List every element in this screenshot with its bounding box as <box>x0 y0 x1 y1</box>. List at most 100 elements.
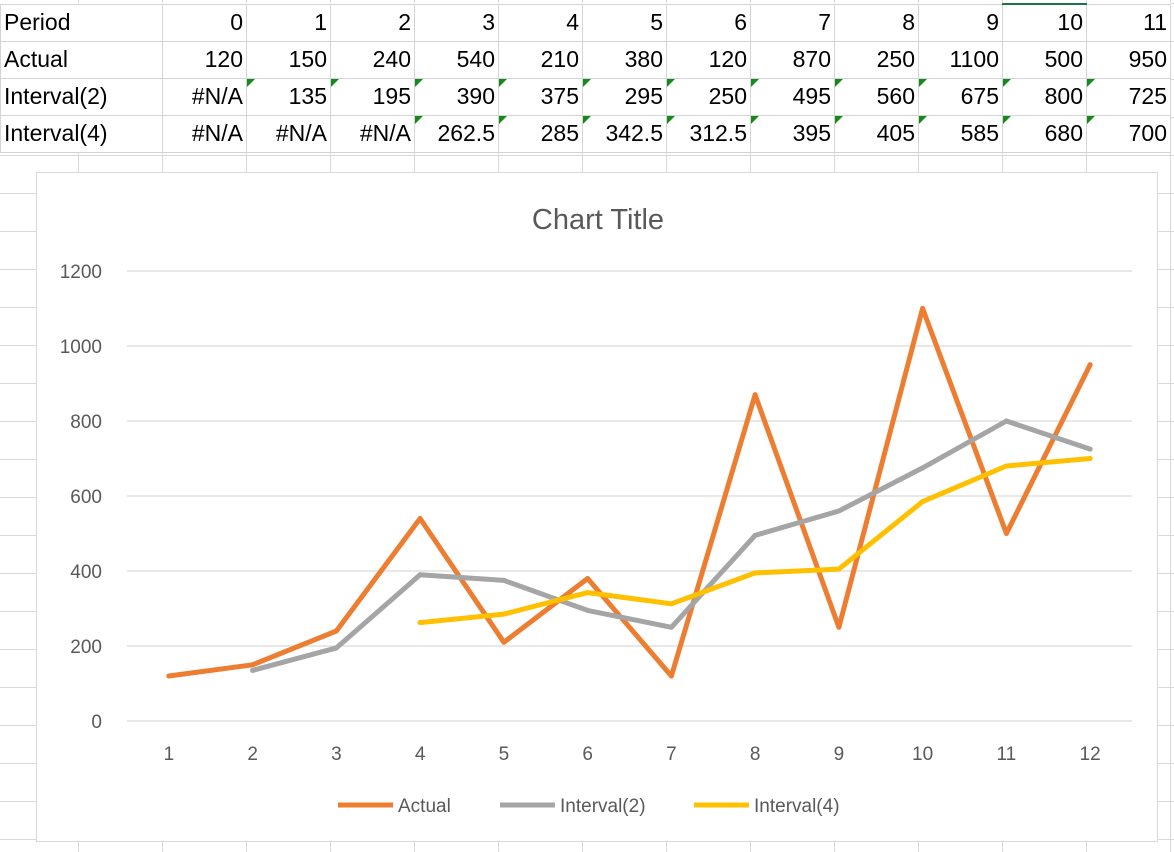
table-cell[interactable]: 870 <box>750 40 835 79</box>
table-cell[interactable]: 295 <box>582 77 667 116</box>
data-point <box>668 673 674 679</box>
data-point <box>752 392 758 398</box>
table-cell[interactable]: 500 <box>1002 40 1087 79</box>
table-cell[interactable]: 9 <box>918 3 1003 42</box>
table-cell[interactable]: 10 <box>1002 3 1087 42</box>
table-cell[interactable]: 8 <box>834 3 919 42</box>
error-indicator-icon <box>667 79 675 87</box>
data-point <box>585 576 591 581</box>
data-point <box>501 639 507 645</box>
table-cell[interactable]: 195 <box>330 77 415 116</box>
x-tick-label: 4 <box>415 744 426 765</box>
table-cell[interactable]: 6 <box>666 3 751 42</box>
legend-item[interactable]: Actual <box>338 796 451 817</box>
cell-value: 8 <box>902 9 915 35</box>
data-point <box>1003 531 1009 536</box>
cell-value: 495 <box>792 83 831 109</box>
data-point <box>250 662 256 668</box>
table-cell[interactable]: 675 <box>918 77 1003 116</box>
table-cell[interactable]: 250 <box>666 77 751 116</box>
series-line-actual[interactable] <box>166 306 1093 679</box>
table-cell[interactable]: 0 <box>162 3 247 42</box>
table-cell[interactable]: 7 <box>750 3 835 42</box>
table-cell[interactable]: 210 <box>498 40 583 79</box>
y-tick-label: 1200 <box>60 262 102 283</box>
y-tick-label: 200 <box>70 637 102 658</box>
data-point <box>920 465 926 471</box>
cell-value: 312.5 <box>689 120 747 146</box>
table-cell[interactable]: 285 <box>498 114 583 153</box>
cell-value: 10 <box>1057 9 1083 36</box>
table-cell[interactable]: 560 <box>834 77 919 116</box>
table-cell[interactable]: 120 <box>162 40 247 79</box>
table-cell[interactable]: #N/A <box>330 114 415 153</box>
error-indicator-icon <box>499 79 507 87</box>
table-cell[interactable]: 1 <box>246 3 331 42</box>
cell-value: 3 <box>482 9 495 35</box>
table-cell[interactable]: 495 <box>750 77 835 116</box>
table-cell[interactable]: 240 <box>330 40 415 79</box>
table-cell[interactable]: 3 <box>414 3 499 42</box>
table-cell[interactable]: 120 <box>666 40 751 79</box>
table-cell[interactable]: 375 <box>498 77 583 116</box>
cell-value: 675 <box>960 83 999 109</box>
table-cell[interactable]: 950 <box>1086 40 1171 79</box>
cell-value: 195 <box>372 83 411 109</box>
table-cell[interactable]: #N/A <box>162 114 247 153</box>
table-cell[interactable]: 390 <box>414 77 499 116</box>
table-cell[interactable]: 150 <box>246 40 331 79</box>
cell-value: #N/A <box>191 83 243 109</box>
table-cell[interactable]: 680 <box>1002 114 1087 153</box>
row-label[interactable]: Interval(2) <box>0 77 163 116</box>
cell-value: 560 <box>876 83 915 109</box>
table-cell[interactable]: #N/A <box>246 114 331 153</box>
series-line-interval-2[interactable] <box>250 418 1093 673</box>
error-indicator-icon <box>247 79 255 87</box>
cell-value: 395 <box>792 120 831 146</box>
table-row: Interval(2) #N/A 135 195 390 375 295 250 495 560 6… <box>0 77 1171 116</box>
error-indicator-icon <box>415 116 423 124</box>
x-tick-label: 11 <box>997 744 1017 765</box>
table-cell[interactable]: 5 <box>582 3 667 42</box>
table-cell[interactable]: 725 <box>1086 77 1171 116</box>
table-cell[interactable]: 135 <box>246 77 331 116</box>
table-cell[interactable]: 4 <box>498 3 583 42</box>
y-tick-label: 800 <box>70 412 102 433</box>
table-cell[interactable]: 1100 <box>918 40 1003 79</box>
x-tick-label: 6 <box>582 744 593 765</box>
x-tick-label: 5 <box>499 744 510 765</box>
table-cell[interactable]: 585 <box>918 114 1003 153</box>
row-label[interactable]: Interval(4) <box>0 114 163 153</box>
data-point <box>920 306 926 311</box>
table-cell[interactable]: 312.5 <box>666 114 751 153</box>
table-cell[interactable]: 700 <box>1086 114 1171 153</box>
table-row: Actual 120 150 240 540 210 380 120 870 250 1100 500… <box>0 40 1171 79</box>
legend-item[interactable]: Interval(2) <box>500 796 646 817</box>
table-cell[interactable]: #N/A <box>162 77 247 116</box>
table-row: Period 0 1 2 3 4 5 6 7 8 9 10 11 <box>0 3 1171 42</box>
row-label[interactable]: Period <box>0 3 163 42</box>
table-cell[interactable]: 2 <box>330 3 415 42</box>
table-cell[interactable]: 395 <box>750 114 835 153</box>
row-label[interactable]: Actual <box>0 40 163 79</box>
table-cell[interactable]: 250 <box>834 40 919 79</box>
table-cell[interactable]: 11 <box>1086 3 1171 42</box>
cell-value: 390 <box>456 83 495 109</box>
table-cell[interactable]: 262.5 <box>414 114 499 153</box>
table-cell[interactable]: 405 <box>834 114 919 153</box>
table-cell[interactable]: 342.5 <box>582 114 667 153</box>
table-cell[interactable]: 800 <box>1002 77 1087 116</box>
table-cell[interactable]: 380 <box>582 40 667 79</box>
table-cell[interactable]: 540 <box>414 40 499 79</box>
x-tick-label: 12 <box>1080 744 1101 765</box>
x-axis-tick-labels: 1 2 3 4 5 6 7 8 9 10 11 12 <box>164 744 1101 765</box>
cell-value: 800 <box>1044 83 1083 109</box>
cell-value: 5 <box>650 9 663 35</box>
error-indicator-icon <box>919 79 927 87</box>
x-tick-label: 3 <box>331 744 342 765</box>
legend-item[interactable]: Interval(4) <box>694 796 840 817</box>
data-point <box>501 611 507 617</box>
y-tick-label: 0 <box>91 712 102 733</box>
